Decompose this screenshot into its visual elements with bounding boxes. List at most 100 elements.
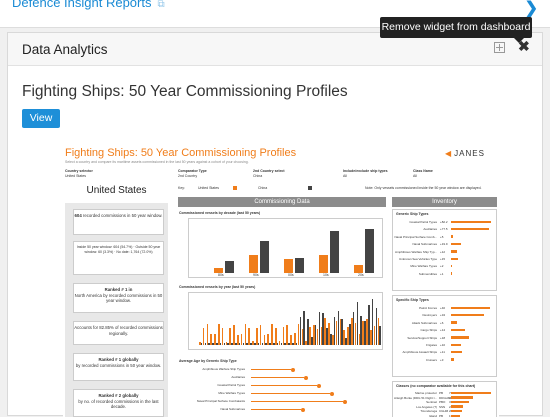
bar-label: Arleigh Burke (DDG 51 Flight I...	[393, 396, 437, 400]
avg-age-dot	[304, 376, 308, 380]
view-button[interactable]: View	[22, 109, 60, 128]
bar-label: Naval Principal Surface Comb...	[393, 235, 437, 239]
report-title: Fighting Ships: 50 Year Commissioning Pr…	[22, 83, 348, 101]
bar-label: Unknown Sea Vehicles Type	[393, 257, 437, 261]
key-label: Key:	[178, 186, 185, 190]
bar-label: Destroyers	[393, 313, 437, 317]
summary-bold: Ranked # 1 globally	[98, 357, 138, 362]
bar-label: Los Angeles (?)	[393, 405, 437, 409]
avg-age-title: Average Age by Generic Ship Type	[179, 359, 237, 363]
bar-fill	[451, 228, 489, 231]
avg-age-dot	[291, 368, 295, 372]
thumbnail-title: Fighting Ships: 50 Year Commissioning Pr…	[65, 147, 296, 159]
bar-label: Amphibious Assault Ships	[393, 350, 437, 354]
bar-value: +2	[440, 264, 443, 268]
bar-label: Cargo Ships	[393, 328, 437, 332]
summary-column: 604 recorded commissions in 50 year wind…	[65, 203, 168, 417]
summary-text: by recorded commissions in 50 year windo…	[76, 363, 161, 368]
decade-tick-label: 80s	[218, 273, 224, 277]
defence-insight-reports-link[interactable]: Defence Insight Reports ⧉	[12, 0, 165, 10]
summary-box-window: Inside 50 year window: 604 (54.7%) · Out…	[73, 241, 164, 275]
chevron-right-icon[interactable]: ❯	[525, 0, 538, 18]
summary-text: North America by recorded commissions in…	[75, 293, 163, 304]
expand-icon[interactable]	[494, 42, 505, 53]
selector-value: China	[253, 174, 262, 178]
key-swatch-us	[233, 186, 237, 190]
summary-box-share: Accounts for 82.85% of recorded commissi…	[73, 321, 164, 345]
year-bar-cn	[379, 326, 381, 345]
bar-label: Mine Warfare Types	[393, 264, 437, 268]
bar-value: +12	[440, 250, 445, 254]
summary-bold: 604	[75, 213, 82, 218]
classes-title: Classes (no comparator available for thi…	[396, 384, 475, 388]
bar-value: +11	[440, 350, 445, 354]
summary-text: Accounts for 82.85% of recorded commissi…	[74, 325, 163, 336]
bar-value: +18	[440, 336, 445, 340]
note-text: Note: Only vessels commissioned inside t…	[365, 186, 482, 190]
selector-value: United States	[65, 174, 86, 178]
bar-fill	[451, 258, 458, 261]
selector-value: All	[343, 174, 347, 178]
bar-fill	[451, 314, 484, 317]
widget-title: Data Analytics	[22, 42, 108, 57]
bar-value: +82.2	[440, 220, 448, 224]
janes-logo: ◀JANES	[445, 149, 485, 158]
year-bar-us	[218, 324, 220, 345]
selector-label: Comparator Type	[178, 169, 207, 173]
decade-bar-cn	[295, 258, 304, 273]
avg-age-line	[251, 393, 330, 394]
decade-tick-label: 10s	[323, 273, 329, 277]
bar-label: Auxiliaries	[393, 227, 437, 231]
bar-code: PB	[439, 391, 443, 395]
bar-label: Naval Submarines	[393, 242, 437, 246]
classes-list: Marine protectorPB73Arleigh Burke (DDG 5…	[393, 391, 496, 417]
specific-types-title: Specific Ship Types	[396, 298, 429, 302]
decade-bar-cn	[260, 241, 269, 273]
decade-tick-label: 20s	[358, 273, 364, 277]
decade-bar-cn	[225, 261, 234, 273]
avg-age-label: Coastal Patrol Types	[179, 383, 245, 387]
summary-text: Inside 50 year window: 604 (54.7%) · Out…	[77, 245, 160, 254]
link-label: Defence Insight Reports	[12, 0, 151, 10]
decade-bar-cn	[330, 231, 339, 273]
avg-age-dot	[301, 408, 305, 412]
avg-age-line	[251, 385, 317, 386]
inventory-header: Inventory	[392, 197, 497, 207]
bar-fill	[451, 405, 463, 408]
generic-types-title: Generic Ship Types	[396, 212, 428, 216]
year-bar-us	[207, 324, 209, 345]
bar-fill	[451, 221, 491, 224]
bar-value: +34	[440, 313, 445, 317]
external-link-icon: ⧉	[157, 0, 164, 10]
bar-value: +15	[440, 257, 445, 261]
avg-age-label: Naval Submarines	[179, 407, 245, 411]
bar-fill	[451, 396, 473, 399]
avg-age-dot	[343, 400, 347, 404]
bar-value: +14	[440, 328, 445, 332]
decade-bar-us	[354, 265, 363, 273]
selector-label: Country selector	[65, 169, 93, 173]
bar-value: +40	[440, 306, 445, 310]
key-item-cn: China	[258, 186, 267, 190]
by-year-chart	[188, 292, 383, 350]
key-swatch-cn	[308, 186, 312, 190]
bar-value: +6	[440, 321, 443, 325]
bar-value: +3	[440, 358, 443, 362]
bar-value: +5	[440, 235, 443, 239]
year-bar-us	[260, 325, 262, 345]
decade-tick-label: 00s	[288, 273, 294, 277]
bar-fill	[451, 351, 462, 354]
bar-code: SSN	[439, 405, 445, 409]
janes-logo-text: JANES	[454, 149, 485, 158]
decade-bar-us	[319, 255, 328, 273]
report-thumbnail[interactable]: Fighting Ships: 50 Year Commissioning Pr…	[63, 145, 499, 417]
key-item-us: United States	[198, 186, 219, 190]
bar-code: PBO	[439, 400, 445, 404]
bar-label: Service/Support Ships	[393, 336, 437, 340]
